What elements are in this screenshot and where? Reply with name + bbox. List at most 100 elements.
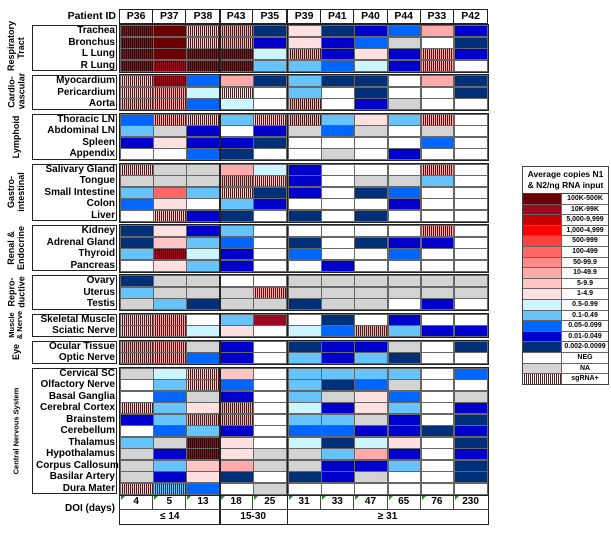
group-label-line: Tract — [16, 37, 26, 59]
tissue-label: Thalamus — [68, 436, 115, 448]
doi-marker — [421, 496, 426, 500]
doi-marker — [254, 496, 259, 500]
legend-item: 0.05-0.099 — [523, 321, 608, 332]
heatmap-cell — [454, 209, 488, 222]
cell-group-box — [119, 112, 222, 161]
heatmap-cell — [420, 259, 455, 272]
cell-group-box — [219, 312, 288, 338]
doi-value: 33 — [321, 495, 355, 509]
cell-group-box — [219, 224, 288, 273]
legend-title: Average copies N1 & N2/ng RNA input — [523, 167, 608, 194]
doi-value: 76 — [421, 495, 454, 509]
tissue-label: Basilar Artery — [49, 471, 115, 482]
heatmap-cell — [420, 98, 455, 110]
heatmap-cell — [454, 325, 488, 337]
legend: Average copies N1 & N2/ng RNA input 100K… — [522, 166, 609, 385]
group-label-box — [32, 275, 117, 310]
legend-item: NEG — [523, 352, 608, 364]
column-header: P37 — [153, 9, 187, 24]
heatmap-cell — [153, 340, 187, 353]
heatmap-cell — [420, 482, 455, 495]
heatmap-cell — [420, 352, 455, 364]
tissue-label: Cervical SC — [59, 367, 115, 379]
doi-marker — [355, 496, 360, 500]
legend-swatch — [523, 204, 562, 215]
group-label: Eye — [11, 337, 21, 367]
legend-label: sgRNA+ — [571, 375, 599, 383]
legend-label: 500-999 — [572, 237, 598, 245]
heatmap-cell — [420, 113, 455, 126]
column-header: P43 — [220, 9, 254, 24]
doi-group-label: ≥ 31 — [377, 511, 398, 522]
heatmap-cell — [387, 325, 422, 337]
legend-swatch — [523, 268, 562, 278]
group-label-box — [32, 75, 117, 110]
legend-label: 5,000-9,999 — [566, 216, 604, 224]
group-label-line: vascular — [16, 72, 26, 110]
group-label: Respiratory Tract — [6, 21, 26, 71]
tissue-label: Ovary — [86, 275, 115, 286]
tissue-label: Uterus — [83, 286, 115, 298]
heatmap-cell — [253, 148, 287, 160]
group-label-box — [32, 340, 117, 364]
corner-label: Patient ID — [67, 10, 116, 22]
heatmap-cell — [153, 59, 187, 72]
heatmap-cell — [186, 36, 221, 49]
heatmap-cell — [420, 325, 455, 337]
legend-item: NA — [523, 363, 608, 375]
tissue-label: Adrenal Gland — [46, 236, 115, 248]
doi-group-label: ≤ 14 — [160, 511, 180, 522]
column-header: P33 — [421, 9, 454, 24]
tissue-label: Salivary Gland — [45, 163, 115, 175]
column-group-header-box — [287, 9, 489, 24]
group-label-line: Endocrine — [16, 226, 26, 271]
legend-swatch — [523, 215, 562, 225]
cell-group-box — [219, 112, 288, 161]
heatmap-cell — [321, 352, 355, 364]
heatmap-cell — [153, 325, 187, 337]
doi-value: 18 — [220, 495, 254, 509]
doi-divider — [219, 509, 288, 510]
column-header: P44 — [388, 9, 421, 24]
doi-divider — [119, 509, 222, 510]
doi-value: 47 — [354, 495, 388, 509]
tissue-label: Brainstem — [66, 413, 115, 425]
heatmap-cell — [321, 298, 355, 310]
heatmap-cell — [253, 352, 287, 364]
legend-swatch — [523, 236, 562, 246]
cell-group-box — [287, 24, 489, 73]
tissue-label: Bronchus — [68, 36, 115, 48]
doi-value: 5 — [153, 495, 187, 509]
heatmap-cell — [153, 148, 187, 160]
legend-label: 10-49.9 — [573, 269, 597, 277]
heatmap-cell — [253, 325, 287, 337]
heatmap-cell — [321, 209, 355, 222]
group-label-line: Eye — [11, 344, 21, 361]
heatmap-cell — [354, 482, 389, 495]
legend-swatch — [523, 342, 562, 352]
doi-value: 230 — [462, 496, 479, 507]
cell-group-box — [287, 312, 489, 338]
legend-swatch — [523, 363, 562, 374]
doi-group-box — [287, 495, 489, 525]
legend-label: 0.05-0.099 — [568, 322, 602, 330]
heatmap-cell — [253, 175, 287, 187]
heatmap-cell — [288, 48, 322, 60]
legend-label: 0.01-0.049 — [568, 332, 602, 340]
group-label-box — [32, 367, 117, 494]
doi-value: 65 — [388, 495, 421, 509]
column-header: P38 — [193, 10, 213, 22]
tissue-label: Basal Ganglia — [48, 390, 115, 402]
tissue-label: Optic Nerve — [58, 352, 115, 363]
group-label-line: Repro- — [6, 277, 16, 307]
doi-divider — [287, 509, 489, 510]
doi-group-box — [119, 495, 222, 525]
legend-swatch — [523, 194, 562, 204]
group-label-line: Gastro- — [6, 176, 16, 209]
cell-group-box — [119, 162, 222, 223]
legend-swatch — [523, 257, 562, 268]
heatmap-cell — [120, 48, 154, 60]
doi-value: 25 — [264, 496, 276, 507]
heatmap-cell — [153, 313, 187, 326]
